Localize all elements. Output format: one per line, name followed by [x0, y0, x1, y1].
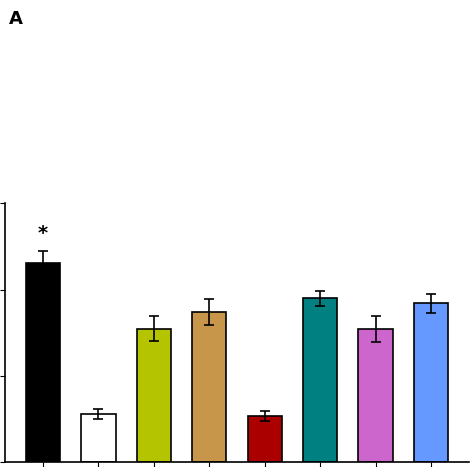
Text: *: * — [38, 224, 48, 243]
Bar — [247, 416, 282, 462]
Bar — [137, 328, 171, 462]
Bar — [26, 263, 60, 462]
Bar — [81, 414, 116, 462]
Bar — [414, 304, 448, 462]
Bar — [303, 298, 337, 462]
Bar — [192, 312, 227, 462]
Bar — [358, 329, 393, 462]
Text: A: A — [9, 10, 23, 28]
